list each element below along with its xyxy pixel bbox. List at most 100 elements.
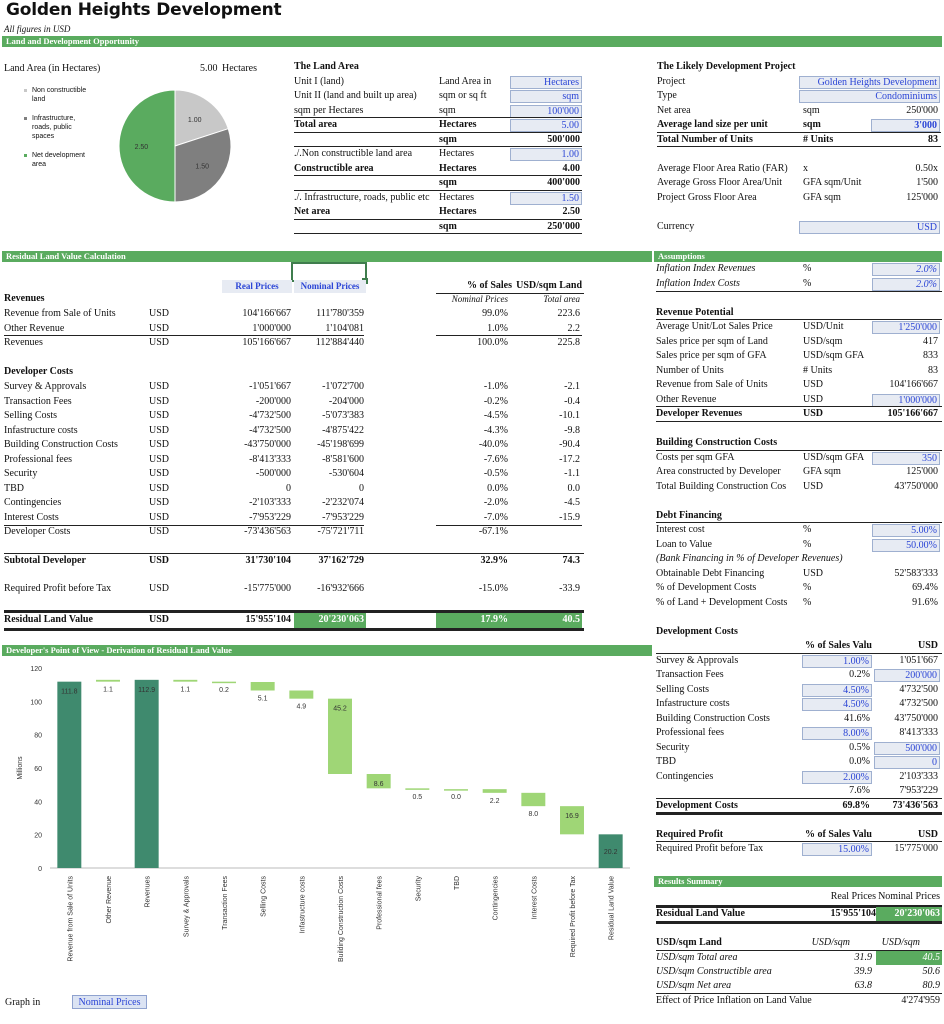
row-label: Developer Costs [4, 526, 71, 537]
pie-title: Land Area (in Hectares) [4, 63, 101, 74]
results-sqm-label: USD/sqm Net area [656, 980, 732, 991]
assumption-unit: % [803, 582, 812, 593]
waterfall-value-label: 2.2 [490, 798, 500, 805]
assumption-row-loan-to-value: Loan to Value% 50.00% [656, 538, 942, 553]
row-pct: -40.0% [478, 439, 508, 450]
land-input-3[interactable]: 5.00 [510, 119, 582, 132]
row-pct: -0.2% [483, 395, 508, 407]
land-unit: sqm [439, 220, 457, 232]
selected-cell[interactable] [291, 262, 367, 282]
profit-usd: 15'775'000 [894, 843, 938, 854]
assumption-row-average-unit-lot-sales-price: Average Unit/Lot Sales Price USD/Unit 1'25… [656, 320, 942, 335]
land-input-2[interactable]: 100'000 [510, 104, 582, 118]
row-label: Selling Costs [4, 410, 58, 421]
assumption-value: 105'166'667 [887, 408, 938, 419]
devcost-pct[interactable]: 2.00% [802, 770, 872, 784]
land-label: Total area [294, 119, 338, 130]
assumption-row-of-land-development-costs: % of Land + Development Costs% 91.6% [656, 596, 942, 611]
row-nominal: -45'198'699 [317, 439, 364, 450]
land-input-8[interactable]: 1.50 [510, 191, 582, 205]
x-category-label: Residual Land Value [609, 876, 616, 940]
row-label: Interest Costs [4, 511, 59, 523]
graph-in-select[interactable]: Nominal Prices [72, 995, 147, 1009]
section-waterfall-bar: Developer's Point of View - Derivation o… [2, 645, 652, 656]
row-real: -200'000 [255, 395, 291, 407]
row-real: -15'775'000 [244, 583, 291, 594]
row-sqm: 40.5 [562, 614, 581, 625]
project-row-project-gross-floor-area-8: Project Gross Floor Area GFA sqm 125'000 [657, 191, 941, 206]
project-input-1[interactable]: Condominiums [799, 90, 940, 103]
land-unit: Hectares [439, 119, 477, 130]
project-value-4: 83 [928, 133, 938, 145]
waterfall-value-label: 8.0 [528, 811, 538, 818]
y-axis-title: Millions [17, 756, 24, 780]
residual-row-subtotal-developer: Subtotal Developer USD 31'730'104 37'162'72… [4, 554, 650, 569]
devcost-usd[interactable]: 500'000 [874, 741, 940, 755]
residual-row-tbd: TBD USD 0 0 0.0% 0.0 [4, 482, 650, 497]
land-row-blank-4: sqm 500'000 [294, 133, 584, 148]
results-panel: Real Prices Nominal Prices Residual Land V… [656, 890, 942, 1022]
row-nominal: 111'780'359 [316, 308, 364, 319]
devcost-pct[interactable]: 4.50% [802, 698, 872, 711]
project-unit: GFA sqm [803, 191, 841, 203]
assumption-input[interactable]: 1'000'000 [872, 393, 940, 407]
building-costs-title: Building Construction Costs [656, 437, 778, 448]
devcost-total-label: Development Costs [656, 799, 738, 811]
devcost-pct[interactable]: 4.50% [802, 683, 872, 697]
row-currency: USD [149, 511, 170, 523]
assumption-input[interactable]: 2.0% [872, 277, 940, 291]
devcost-usd[interactable]: 0 [874, 756, 940, 769]
waterfall-value-label: 45.2 [333, 706, 347, 713]
assumption-row-developer-revenues: Developer Revenues USD 105'166'667 [656, 407, 942, 422]
assumption-input[interactable]: 5.00% [872, 524, 940, 537]
legend-swatch-net-development [24, 154, 27, 157]
devcost-label: Selling Costs [656, 683, 710, 695]
pie-legend: Non constructible land Infrastructure, r… [24, 86, 94, 169]
assumption-input[interactable]: 1'250'000 [872, 321, 940, 334]
row-currency: USD [149, 497, 170, 508]
residual-row-selling-costs: Selling Costs USD -4'732'500 -5'073'383 -4.5… [4, 409, 650, 424]
row-sqm: -0.4 [564, 395, 580, 407]
land-input-0[interactable]: Hectares [510, 75, 582, 89]
waterfall-bar-infastructure-costs [289, 690, 314, 699]
waterfall-value-label: 1.1 [180, 687, 190, 694]
assumption-row-sales-price-per-sqm-of-land: Sales price per sqm of Land USD/sqm 417 [656, 335, 942, 350]
section-land-bar: Land and Development Opportunity [2, 36, 942, 47]
devcost-pct[interactable]: 1.00% [802, 654, 872, 668]
row-sqm: 0.0 [567, 482, 581, 494]
assumption-label: Developer Revenues [656, 408, 743, 419]
project-value-6: 0.50x [915, 162, 939, 174]
profit-pct-input[interactable]: 15.00% [802, 843, 872, 856]
project-input-3[interactable]: 3'000 [871, 119, 940, 132]
row-label: Transaction Fees [4, 395, 72, 407]
land-input-5[interactable]: 1.00 [510, 148, 582, 161]
row-nominal: -204'000 [328, 395, 364, 407]
assumption-input[interactable]: 2.0% [872, 263, 940, 276]
residual-row-professional-fees: Professional fees USD -8'413'333 -8'581'600… [4, 453, 650, 468]
assumption-input[interactable]: 350 [872, 451, 940, 465]
project-row-blank-9 [657, 205, 941, 220]
x-category-label: Revenue from Sale of Units [67, 876, 74, 962]
land-unit: Hectares [439, 206, 477, 217]
row-sqm: -2.1 [564, 381, 580, 392]
assumption-input[interactable]: 50.00% [872, 538, 940, 552]
assumptions-panel: Inflation Index Revenues% 2.0% Inflation I… [656, 262, 942, 872]
row-sqm: 2.2 [567, 322, 581, 334]
results-sqm-unit-nominal: USD/sqm [881, 937, 920, 948]
project-input-0[interactable]: Golden Heights Development [799, 75, 940, 89]
devcost-title: Development Costs [656, 625, 738, 637]
devcost-usd[interactable]: 200'000 [874, 669, 940, 682]
x-category-label: Infastructure costs [299, 876, 306, 934]
project-unit: sqm [803, 104, 820, 116]
section-assumptions-bar: Assumptions [654, 251, 942, 262]
residual-row-other-revenue: Other Revenue USD 1'000'000 1'104'081 1.0% 2.… [4, 322, 650, 337]
row-nominal: -75'721'711 [317, 526, 364, 537]
required-profit-row: Required Profit before Tax 15.00% 15'775'0… [656, 842, 942, 857]
land-input-1[interactable]: sqm [510, 90, 582, 103]
pie-unit: Hectares [222, 63, 257, 74]
waterfall-value-label: 20.2 [604, 849, 618, 856]
row-label: Professional fees [4, 453, 73, 465]
project-input-10[interactable]: USD [799, 220, 940, 234]
devcost-pct[interactable]: 8.00% [802, 727, 872, 740]
row-real: -7'953'229 [249, 511, 291, 523]
